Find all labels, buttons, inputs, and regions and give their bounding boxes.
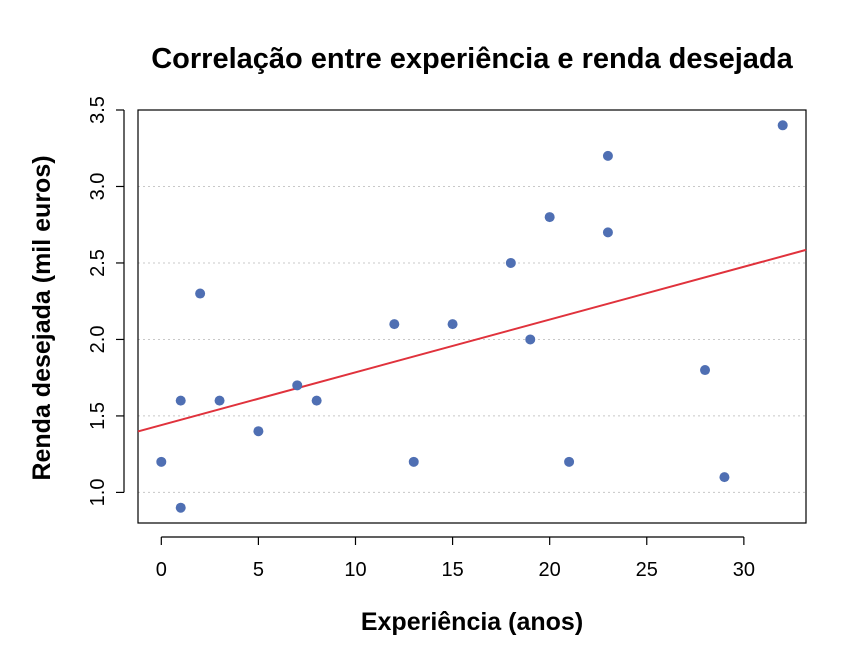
data-point-17: [700, 365, 711, 376]
data-point-11: [505, 257, 516, 268]
data-point-6: [292, 380, 303, 391]
data-points: [156, 120, 788, 513]
data-point-19: [777, 120, 788, 131]
y-tick-label-0: 1.0: [87, 479, 109, 507]
data-point-5: [253, 426, 264, 437]
x-tick-label-2: 10: [344, 559, 366, 581]
data-point-2: [175, 502, 186, 513]
y-tick-label-4: 3.0: [87, 173, 109, 201]
data-point-7: [311, 395, 322, 406]
y-tick-label-2: 2.0: [87, 326, 109, 354]
data-point-1: [175, 395, 186, 406]
data-point-4: [214, 395, 225, 406]
data-point-16: [602, 227, 613, 238]
x-axis-label: Experiência (anos): [361, 608, 583, 636]
trend-line: [137, 248, 807, 433]
x-tick-label-1: 5: [253, 559, 264, 581]
data-point-13: [544, 212, 555, 223]
x-tick-label-3: 15: [441, 559, 463, 581]
x-tick-label-5: 25: [636, 559, 658, 581]
x-tick-label-0: 0: [156, 559, 167, 581]
y-tick-label-5: 3.5: [87, 96, 109, 124]
plot-frame: [137, 109, 807, 524]
x-axis: 0 5 10 15 20 25 30: [156, 536, 755, 581]
data-point-0: [156, 456, 167, 467]
data-point-15: [602, 150, 613, 161]
y-axis-label: Renda desejada (mil euros): [28, 155, 56, 480]
data-point-8: [389, 319, 400, 330]
x-tick-label-4: 20: [539, 559, 561, 581]
x-tick-label-6: 30: [733, 559, 755, 581]
data-point-14: [564, 456, 575, 467]
data-point-9: [408, 456, 419, 467]
y-tick-label-1: 1.5: [87, 402, 109, 430]
grid-lines: [138, 109, 806, 493]
data-point-12: [525, 334, 536, 345]
data-point-10: [447, 319, 458, 330]
y-tick-label-3: 2.5: [87, 249, 109, 277]
data-point-18: [719, 472, 730, 483]
data-point-3: [195, 288, 206, 299]
y-axis: 1.0 1.5 2.0 2.5 3.0 3.5: [87, 96, 125, 507]
chart-title: Correlação entre experiência e renda des…: [151, 43, 793, 75]
